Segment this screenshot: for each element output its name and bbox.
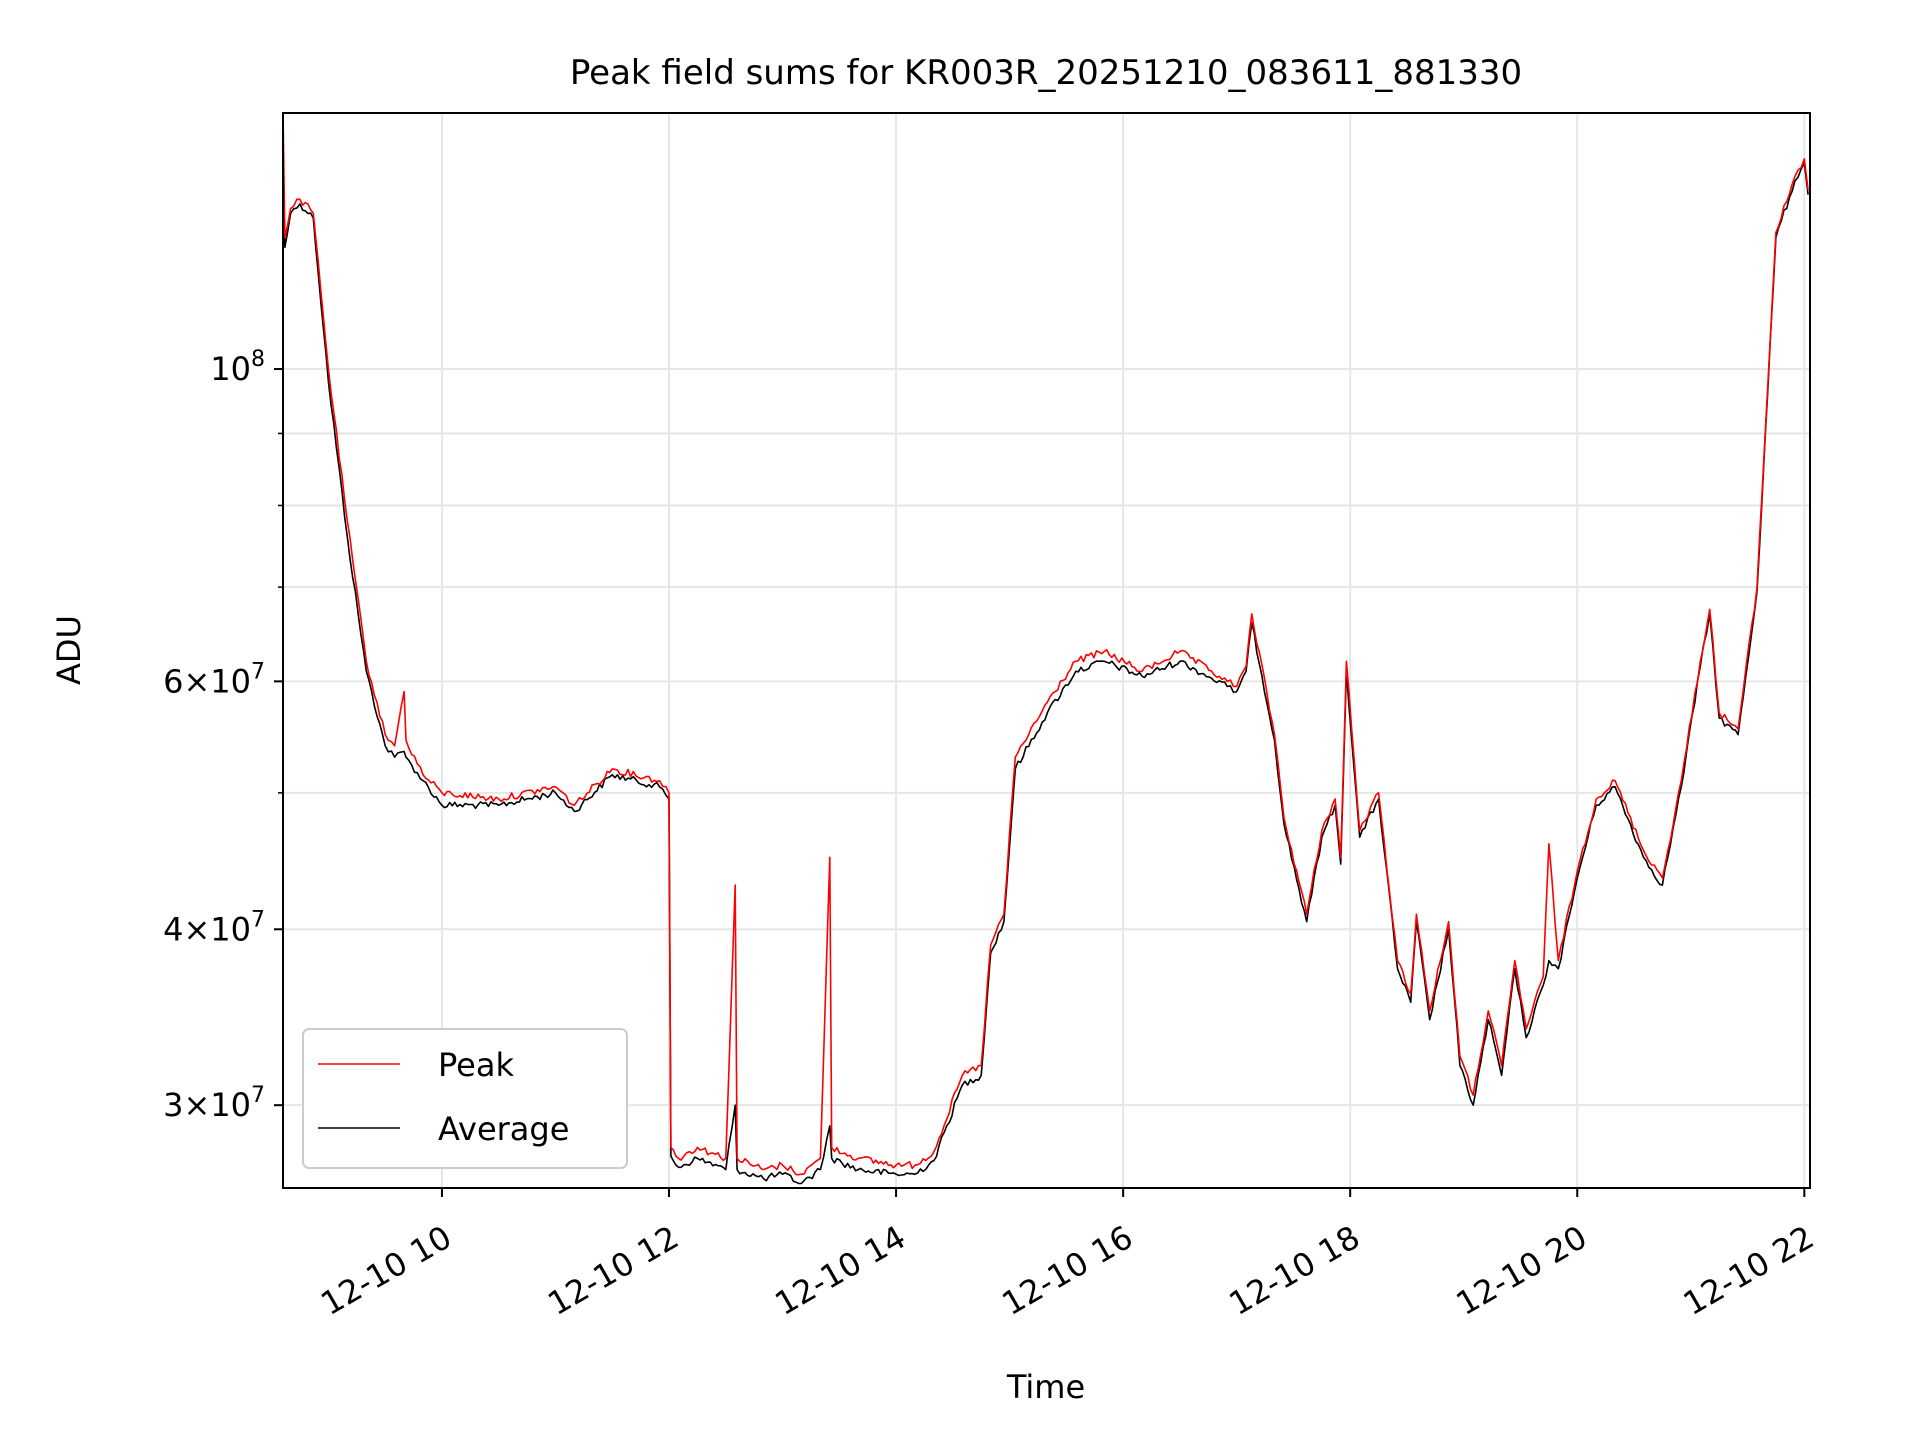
y-tick-label: 108 — [210, 347, 265, 388]
series-line-average — [282, 162, 1809, 1185]
series-layer — [282, 112, 1809, 1185]
plot-frame — [282, 112, 1811, 1189]
legend: Peak Average — [302, 1028, 628, 1169]
y-tick-label: 4×107 — [163, 907, 265, 948]
y-tick-label: 3×107 — [163, 1083, 265, 1124]
x-axis-label: Time — [1006, 1368, 1085, 1406]
y-tick-label: 6×107 — [163, 659, 265, 700]
chart-title: Peak field sums for KR003R_20251210_0836… — [570, 53, 1522, 93]
series-line-peak — [282, 112, 1809, 1176]
legend-label-average: Average — [438, 1110, 569, 1148]
y-axis-label: ADU — [50, 615, 88, 685]
legend-label-peak: Peak — [438, 1046, 514, 1084]
